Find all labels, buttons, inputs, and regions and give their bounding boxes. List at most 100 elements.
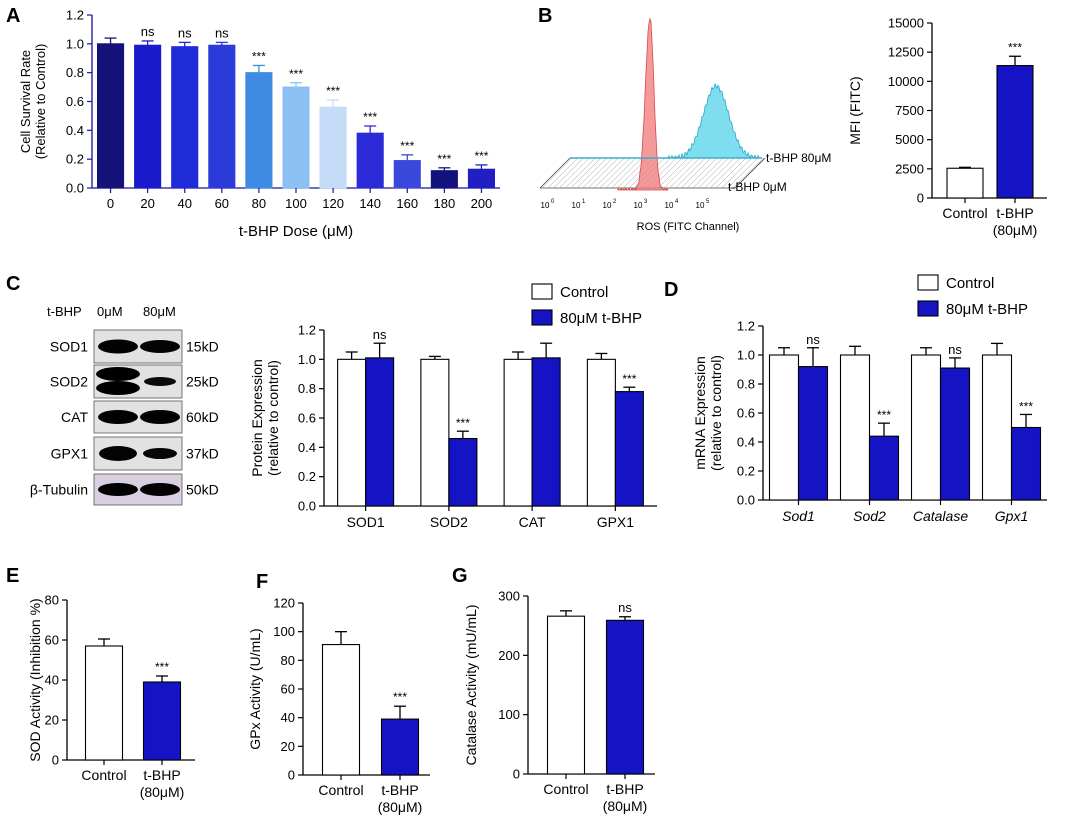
chart-c-annotation: *** [456, 416, 470, 430]
chart-f-y-tick-label: 100 [273, 624, 295, 639]
flow-x-tick-label: 10 [572, 201, 581, 210]
chart-c-annotation: *** [622, 372, 636, 386]
chart-a-y-tick-label: 1.2 [66, 8, 84, 23]
flow-floor-hatch [669, 157, 700, 189]
chart-c-bar-tbhp [531, 357, 561, 507]
chart-a-bar [393, 160, 421, 189]
flow-x-tick-exponent: 3 [644, 199, 648, 205]
chart-d-bar-control [839, 354, 871, 501]
chart-d-bar-control [910, 354, 942, 501]
chart-g-bar [605, 619, 645, 775]
chart-a-y-label: (Relative to Control) [33, 44, 48, 160]
chart-a-x-tick-label: 200 [471, 196, 493, 211]
chart-a-bar [467, 168, 496, 189]
chart-f-y-tick-label: 0 [288, 768, 295, 783]
flow-floor-hatch [715, 157, 747, 189]
chart-c-y-tick-label: 1.2 [298, 323, 316, 338]
chart-b-y-tick-label: 12500 [888, 45, 924, 60]
chart-a-annotation: *** [400, 139, 414, 153]
chart-c-legend-label: Control [560, 284, 608, 301]
chart-b-annotation: *** [1008, 40, 1022, 54]
flow-floor-hatch [594, 157, 625, 189]
chart-b-x-tick-sublabel: (80μM) [993, 222, 1038, 238]
chart-a-annotation: ns [215, 25, 229, 40]
flow-x-tick-exponent: 4 [675, 199, 679, 205]
chart-c-bar-control [420, 358, 450, 507]
chart-e-x-tick-label: t-BHP [143, 767, 180, 783]
blot-size-label: 60kD [186, 409, 219, 425]
blot-band [140, 483, 180, 496]
flow-floor-hatch [698, 157, 729, 189]
blot-size-label: 15kD [186, 339, 219, 355]
chart-c-legend-swatch [531, 309, 553, 326]
chart-a-annotation: *** [363, 110, 377, 124]
chart-a-y-tick-label: 0.4 [66, 123, 84, 138]
chart-a-x-tick-label: 0 [107, 196, 114, 211]
chart-g-annotation: ns [618, 600, 632, 615]
chart-f-bar [380, 718, 420, 776]
chart-d-bar-tbhp [868, 435, 900, 501]
flow-x-tick-exponent: 1 [582, 199, 586, 205]
chart-e-y-tick-label: 40 [45, 673, 59, 688]
chart-g-y-tick-label: 300 [498, 589, 520, 604]
flow-x-tick-exponent: 0 [551, 199, 555, 205]
chart-a-x-tick-label: 140 [359, 196, 381, 211]
blot-size-label: 25kD [186, 374, 219, 390]
chart-d-y-tick-label: 0.2 [737, 464, 755, 479]
flow-x-tick-label: 10 [603, 201, 612, 210]
flow-floor-hatch [553, 157, 584, 189]
chart-d-y-tick-label: 0.0 [737, 493, 755, 508]
chart-c-y-tick-label: 0.2 [298, 469, 316, 484]
blot-band [98, 410, 138, 424]
blot-band [140, 410, 180, 424]
chart-d-legend-swatch [917, 300, 939, 317]
chart-d-y-tick-label: 0.8 [737, 377, 755, 392]
chart-a-bar [282, 86, 310, 189]
flow-floor-edge [734, 157, 766, 189]
chart-d-x-tick-label: Catalase [913, 508, 968, 524]
chart-f-bar [321, 644, 361, 776]
chart-d-y-label: mRNA Expression [692, 356, 708, 470]
chart-c-x-tick-label: GPX1 [597, 514, 635, 530]
flow-x-tick-label: 10 [541, 201, 550, 210]
chart-b-y-label: MFI (FITC) [847, 76, 863, 144]
flow-x-axis-title: ROS (FITC Channel) [637, 221, 740, 233]
chart-e-annotation: *** [155, 660, 169, 674]
chart-g-catalase-activity: 0 100 200 300 Catalase Activity (mU/mL) Contr… [463, 589, 655, 814]
chart-a-x-axis-title: t-BHP Dose (μM) [239, 223, 353, 240]
chart-e-x-tick-label: Control [81, 767, 126, 783]
flow-floor-hatch [576, 157, 607, 189]
flow-floor-hatch [733, 157, 764, 189]
blot-protein-label: SOD2 [50, 374, 88, 390]
chart-f-x-tick-label: Control [318, 782, 363, 798]
chart-d-y-tick-label: 0.4 [737, 435, 755, 450]
chart-a-bar [134, 44, 162, 189]
flow-floor-hatch [599, 157, 631, 189]
chart-a-x-tick-label: 80 [252, 196, 266, 211]
chart-a-y-tick-label: 0.6 [66, 94, 84, 109]
flow-floor-edge [539, 157, 571, 189]
chart-a-annotation: *** [252, 49, 266, 63]
chart-d-y-tick-label: 1.0 [737, 348, 755, 363]
chart-a-x-tick-label: 60 [215, 196, 229, 211]
chart-b-y-tick-label: 10000 [888, 74, 924, 89]
chart-d-bar-control [981, 354, 1013, 501]
chart-e-y-tick-label: 60 [45, 633, 59, 648]
flow-floor-hatch [721, 157, 752, 189]
blot-band [96, 367, 140, 381]
chart-c-legend-swatch [531, 283, 553, 300]
chart-c-x-tick-label: SOD1 [347, 514, 385, 530]
flow-cytometry-histogram: t-BHP 80μM t-BHP 0μM 10 0 10 1 10 2 10 3 10 4 10 5 … [539, 17, 831, 233]
flow-floor-hatch [686, 157, 718, 189]
chart-b-y-tick-label: 2500 [895, 161, 924, 176]
chart-c-annotation: ns [373, 327, 387, 342]
flow-floor-hatch [663, 157, 694, 189]
chart-f-x-tick-label: t-BHP [381, 782, 418, 798]
flow-floor-hatch [692, 157, 723, 189]
chart-f-y-tick-label: 80 [281, 653, 295, 668]
chart-d-annotation: ns [948, 342, 962, 357]
chart-a-bar [319, 106, 347, 189]
flow-x-tick-exponent: 5 [706, 199, 710, 205]
flow-label-80: t-BHP 80μM [766, 151, 831, 165]
